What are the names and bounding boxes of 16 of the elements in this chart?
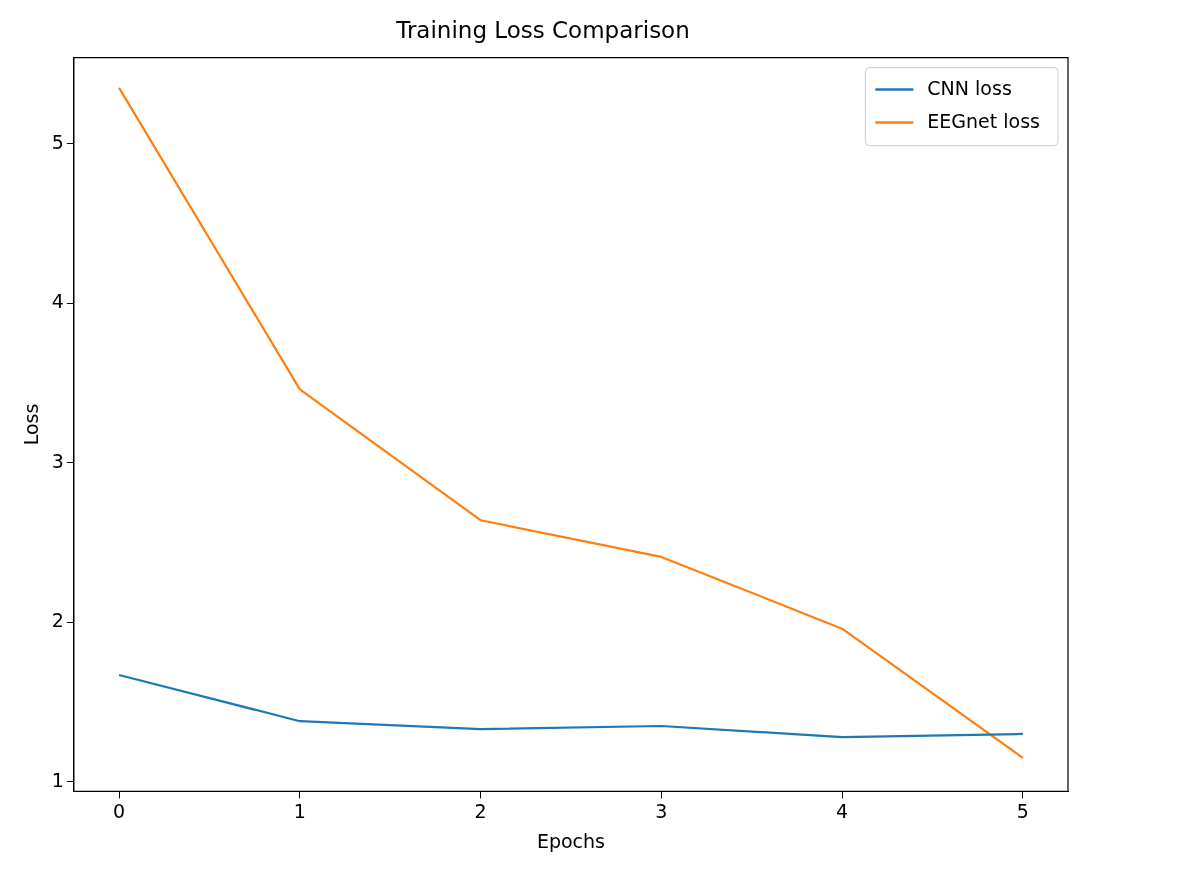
legend-label: CNN loss xyxy=(927,76,1012,99)
legend-label: EEGnet loss xyxy=(927,109,1040,132)
x-tick-label: 2 xyxy=(474,799,487,822)
chart-title: Training Loss Comparison xyxy=(395,16,690,43)
x-tick-label: 3 xyxy=(655,799,668,822)
y-tick-label: 2 xyxy=(51,609,64,632)
y-axis-title: Loss xyxy=(20,403,43,446)
y-tick-label: 4 xyxy=(51,290,64,313)
x-tick-label: 0 xyxy=(113,799,126,822)
x-tick-label: 5 xyxy=(1016,799,1029,822)
x-tick-label: 4 xyxy=(836,799,849,822)
y-tick-label: 1 xyxy=(51,768,64,791)
y-tick-label: 5 xyxy=(51,130,64,153)
y-tick-label: 3 xyxy=(51,449,64,472)
x-axis-title: Epochs xyxy=(536,829,605,852)
x-tick-label: 1 xyxy=(293,799,306,822)
